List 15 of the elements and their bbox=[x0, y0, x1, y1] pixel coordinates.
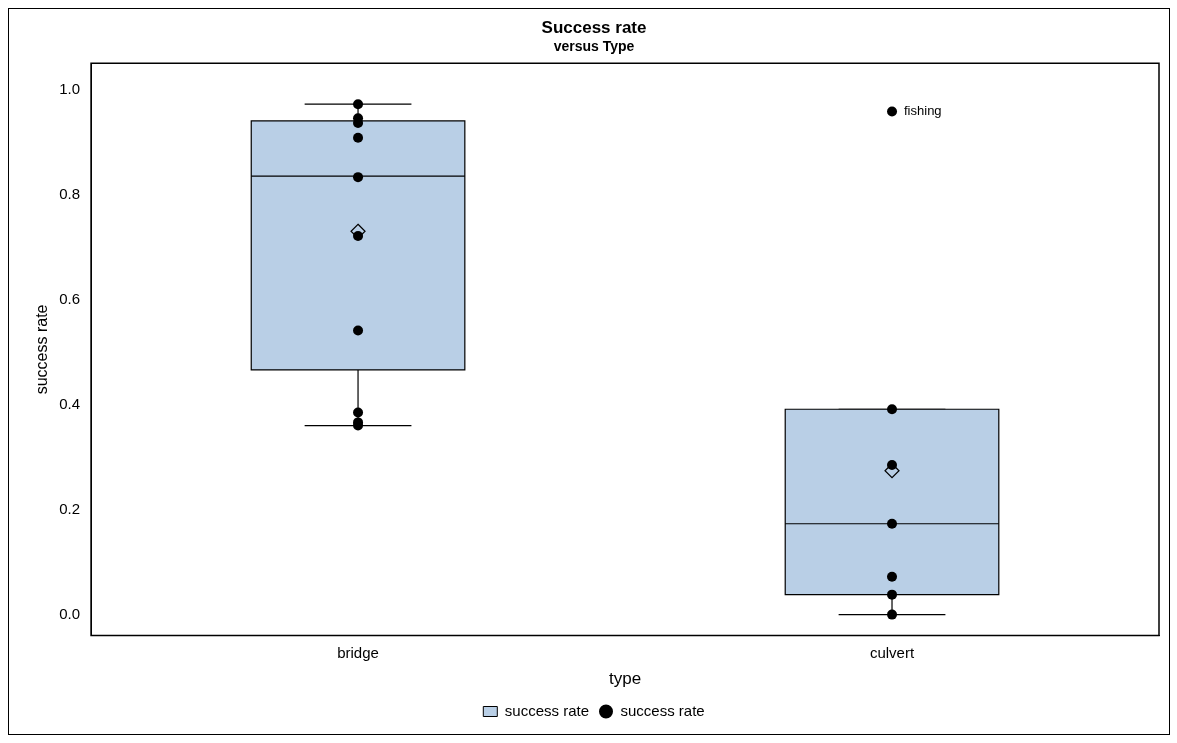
y-axis-title: success rate bbox=[33, 304, 51, 395]
y-tick-label: 0.6 bbox=[59, 289, 81, 307]
y-tick-label: 0.0 bbox=[59, 604, 81, 622]
legend-label: success rate bbox=[620, 701, 705, 719]
x-tick-label: bridge bbox=[337, 643, 379, 661]
y-tick-label: 0.8 bbox=[59, 184, 81, 202]
chart-title: Success rate bbox=[541, 17, 647, 37]
x-axis-title: type bbox=[608, 669, 642, 689]
annotation: fishing bbox=[904, 103, 942, 119]
chart-subtitle: versus Type bbox=[553, 37, 635, 54]
y-tick-label: 0.4 bbox=[59, 394, 81, 412]
x-tick-label: culvert bbox=[869, 643, 915, 661]
y-tick-label: 0.2 bbox=[59, 499, 81, 517]
y-tick-label: 1.0 bbox=[59, 79, 81, 97]
legend-label: success rate bbox=[504, 701, 589, 719]
